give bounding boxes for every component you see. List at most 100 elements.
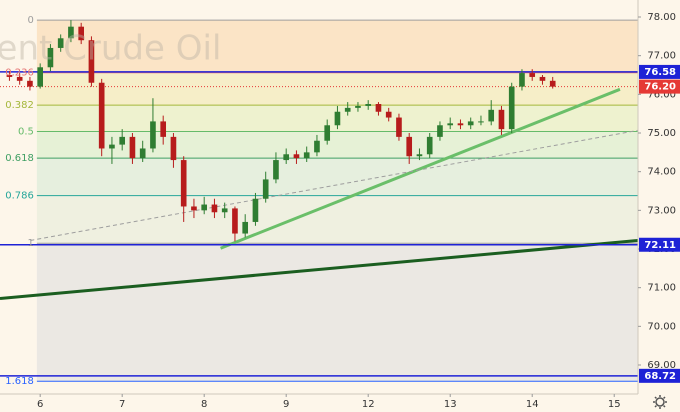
price-tag-label: 68.72 <box>644 371 676 382</box>
candle-body <box>488 109 495 122</box>
y-tick-label: 76.00 <box>647 89 676 100</box>
fib-label: 0.382 <box>5 100 34 111</box>
x-tick-label: 9 <box>283 399 289 410</box>
candle-body <box>16 76 23 81</box>
candle-body <box>150 121 156 149</box>
fib-label: 0 <box>28 15 34 26</box>
candle-body <box>447 123 454 126</box>
candle-body <box>201 204 208 211</box>
candle-body <box>283 154 290 161</box>
fib-label: 0.236 <box>5 68 34 79</box>
price-tag <box>639 368 680 383</box>
candle-body <box>375 104 382 112</box>
candle-body <box>98 82 105 149</box>
candle-body <box>324 125 331 141</box>
candle-body <box>457 123 464 126</box>
candle-body <box>529 73 536 77</box>
candle-body <box>396 117 402 137</box>
candle-body <box>508 86 515 130</box>
x-tick-label: 13 <box>444 399 457 410</box>
y-tick-label: 74.00 <box>647 167 676 178</box>
fib-band <box>36 72 638 106</box>
candle-body <box>139 148 146 159</box>
candle-body <box>344 107 351 112</box>
price-tag-label: 76.58 <box>644 67 676 78</box>
candle-body <box>232 208 238 234</box>
candle-body <box>109 144 115 149</box>
candle-body <box>221 208 228 213</box>
x-tick-label: 12 <box>362 399 375 410</box>
candle-body <box>365 104 372 106</box>
candle-body <box>406 136 413 157</box>
candle-body <box>262 179 269 199</box>
candle-body <box>68 26 74 39</box>
plot-area <box>0 19 639 382</box>
fib-label: 0.618 <box>5 153 34 164</box>
x-tick-label: 15 <box>608 399 621 410</box>
fib-band <box>36 20 638 73</box>
candle-body <box>191 206 197 211</box>
x-tick-label: 14 <box>526 399 539 410</box>
y-tick-label: 70.00 <box>647 321 676 332</box>
candle-body <box>88 40 95 83</box>
candle-body <box>498 109 505 130</box>
price-tag <box>639 79 680 94</box>
x-tick-label: 8 <box>201 399 207 410</box>
fib-band <box>36 195 638 244</box>
candle-body <box>549 80 556 87</box>
candle-body <box>6 75 13 77</box>
fib-label: 1 <box>28 238 34 249</box>
candle-body <box>539 76 546 81</box>
axes: 69.0070.0071.0072.0073.0074.0075.0076.00… <box>37 12 680 410</box>
candle-body <box>416 154 423 157</box>
candle-body <box>437 125 443 137</box>
candle-body <box>78 26 85 41</box>
candle-body <box>467 121 474 126</box>
watermark: Brent Crude Oil <box>0 29 221 69</box>
candle-body <box>303 152 310 159</box>
price-tag <box>639 237 680 252</box>
x-tick-label: 6 <box>37 399 43 410</box>
candle-body <box>355 105 361 108</box>
candle-body <box>170 136 177 161</box>
y-tick-label: 78.00 <box>647 12 676 23</box>
candle-body <box>426 136 433 155</box>
time-axis <box>0 394 680 412</box>
candle-body <box>293 154 300 159</box>
y-tick-label: 71.00 <box>647 283 676 294</box>
candle-body <box>119 136 126 145</box>
candle-body <box>334 111 341 126</box>
candle-body <box>47 47 54 68</box>
candle-body <box>478 121 484 123</box>
trend-line <box>0 239 639 300</box>
candle-body <box>180 160 187 207</box>
settings-icon[interactable] <box>653 395 667 409</box>
fib-band <box>36 243 638 382</box>
candle-body <box>242 221 249 234</box>
candle-body <box>27 80 33 87</box>
candle-body <box>273 160 279 180</box>
fib-label: 0.5 <box>18 126 34 137</box>
y-tick-label: 69.00 <box>647 360 676 371</box>
candle-body <box>37 67 44 87</box>
x-tick-label: 7 <box>119 399 125 410</box>
candle-body <box>385 111 392 118</box>
y-tick-label: 75.00 <box>647 128 676 139</box>
fib-band <box>36 158 638 196</box>
trend-line <box>30 129 639 241</box>
price-tag <box>639 64 680 79</box>
fib-label: 0.786 <box>5 191 34 202</box>
overlay: 0 0.236 0.382 0.5 0.618 0.786 1 1.618 <box>5 15 34 387</box>
candle-body <box>314 140 320 153</box>
trend-line <box>220 87 621 250</box>
y-tick-label: 77.00 <box>647 51 676 62</box>
candle-body <box>129 136 136 159</box>
fib-band <box>36 131 638 159</box>
price-tag-label: 76.20 <box>644 82 676 93</box>
y-tick-label: 73.00 <box>647 205 676 216</box>
candle-body <box>519 73 525 87</box>
candle-body <box>211 204 218 213</box>
candle-body <box>160 121 167 137</box>
